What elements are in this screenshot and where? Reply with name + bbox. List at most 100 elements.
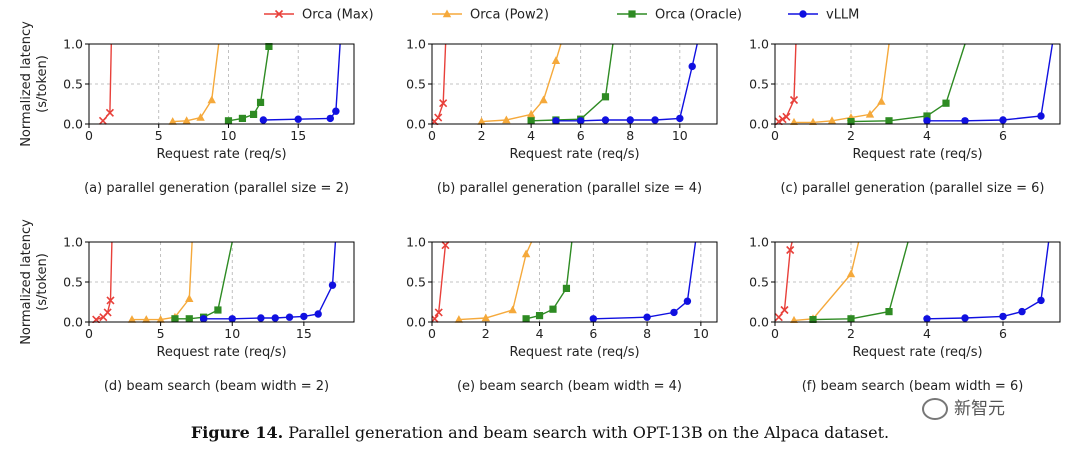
data-point-vllm: [1037, 296, 1045, 305]
x-tick-label: 0: [85, 326, 93, 341]
data-point-vllm: [228, 315, 236, 323]
data-point-orca-max: [441, 241, 450, 250]
data-point-orca-max: [780, 305, 789, 315]
x-tick-label: 2: [478, 128, 486, 143]
x-tick-label: 4: [536, 326, 544, 341]
legend-label: Orca (Pow2): [470, 8, 549, 23]
y-tick-label: 0.5: [406, 275, 426, 290]
x-tick-label: 10: [221, 128, 237, 143]
y-tick-label: 0.0: [406, 315, 426, 330]
data-point-orca-max: [103, 308, 112, 317]
series-line-orca-max: [778, 43, 797, 123]
data-point-orca-pow2: [182, 116, 191, 124]
data-point-orca-max: [439, 99, 448, 108]
data-point-orca-pow2: [865, 109, 875, 118]
data-point-vllm: [688, 62, 696, 71]
series-line-vllm: [927, 43, 1054, 122]
data-point-vllm: [683, 297, 692, 305]
data-point-orca-max: [789, 95, 799, 105]
series-vllm: [259, 43, 341, 124]
x-tick-label: 15: [296, 326, 312, 341]
data-point-orca-pow2: [185, 294, 194, 302]
series-orca-pow2: [477, 43, 562, 125]
data-point-orca-pow2: [196, 113, 205, 121]
data-point-vllm: [285, 313, 294, 321]
x-tick-label: 4: [923, 128, 931, 143]
subplot-caption: (e) beam search (beam width = 4): [457, 379, 682, 394]
data-point-orca-oracle: [256, 98, 265, 106]
wechat-bubble-icon: [922, 398, 948, 420]
y-axis-label-unit: (s/token): [35, 253, 50, 311]
legend-label: Orca (Max): [302, 8, 374, 23]
data-point-orca-max: [98, 116, 108, 125]
data-point-vllm: [589, 315, 598, 323]
chart-panel-3: 0 2 4 6 0.0 0.5 1.0 Request rate (req/s) (c) par…: [749, 37, 1061, 196]
data-point-orca-pow2: [156, 315, 165, 323]
series-line-orca-oracle: [531, 43, 614, 122]
data-point-vllm: [259, 116, 268, 124]
data-point-orca-pow2: [846, 269, 856, 278]
y-tick-label: 1.0: [406, 235, 426, 250]
data-point-vllm: [961, 117, 969, 125]
series-orca-max: [775, 43, 799, 125]
data-point-vllm: [294, 115, 302, 123]
series-line-orca-oracle: [812, 241, 909, 321]
series-line-orca-max: [433, 43, 447, 123]
data-point-orca-oracle: [562, 284, 571, 292]
data-point-orca-oracle: [535, 312, 544, 320]
x-tick-label: 15: [290, 128, 306, 143]
series-line-orca-pow2: [481, 43, 562, 123]
x-tick-label: 6: [999, 326, 1007, 341]
series-vllm: [923, 43, 1054, 125]
data-point-orca-max: [775, 313, 783, 322]
chart-panel-6: 0 2 4 6 0.0 0.5 1.0 Request rate (req/s) (f) bea…: [749, 235, 1061, 394]
series-vllm: [199, 241, 337, 323]
data-point-vllm: [999, 116, 1007, 124]
data-point-vllm: [332, 107, 340, 115]
series-vllm: [589, 241, 697, 323]
data-point-vllm: [999, 312, 1007, 321]
y-tick-label: 0.5: [406, 77, 426, 92]
data-point-orca-pow2: [877, 97, 886, 105]
x-tick-label: 0: [428, 128, 436, 143]
x-tick-label: 2: [847, 326, 855, 341]
series-vllm: [923, 241, 1050, 323]
series-orca-max: [98, 43, 114, 125]
y-tick-label: 0.5: [749, 77, 769, 92]
x-axis-label: Request rate (req/s): [509, 147, 639, 162]
y-tick-label: 0.0: [749, 117, 769, 132]
data-point-vllm: [552, 117, 560, 125]
series-orca-oracle: [522, 241, 573, 323]
subplot-caption: (c) parallel generation (parallel size =…: [780, 181, 1044, 196]
figure-caption: Figure 14. Parallel generation and beam …: [0, 423, 1080, 442]
series-line-vllm: [263, 43, 341, 121]
chart-panel-1: 0 5 10 15 0.0 0.5 1.0 Request rate (req/s) Norma…: [19, 21, 355, 196]
data-point-orca-pow2: [481, 313, 490, 322]
series-orca-oracle: [847, 43, 966, 125]
series-orca-max: [92, 241, 115, 323]
data-point-orca-oracle: [224, 117, 233, 125]
data-point-orca-oracle: [601, 93, 610, 101]
x-tick-label: 6: [999, 128, 1007, 143]
y-axis-label: Normalized latency: [19, 219, 34, 345]
grid: [431, 43, 717, 125]
data-point-orca-pow2: [168, 117, 177, 125]
legend-item-orca-oracle: Orca (Oracle): [617, 8, 742, 23]
x-axis-label: Request rate (req/s): [852, 345, 982, 360]
data-point-vllm: [676, 114, 684, 123]
x-tick-label: 0: [85, 128, 93, 143]
chart-panel-2: 0 2 4 6 8 10 0.0 0.5 1.0 Request rate (req/s) (b) …: [406, 37, 718, 196]
data-point-orca-oracle: [549, 305, 557, 313]
data-point-orca-max: [434, 113, 443, 122]
subplot-caption: (d) beam search (beam width = 2): [104, 379, 329, 394]
series-line-vllm: [203, 241, 337, 320]
x-axis-label: Request rate (req/s): [852, 147, 982, 162]
data-point-orca-oracle: [885, 308, 893, 316]
series-line-orca-max: [778, 241, 793, 318]
data-point-vllm: [576, 117, 585, 125]
data-point-orca-max: [782, 112, 791, 121]
data-point-orca-pow2: [827, 116, 837, 124]
x-tick-label: 8: [626, 128, 634, 143]
x-tick-label: 8: [643, 326, 651, 341]
